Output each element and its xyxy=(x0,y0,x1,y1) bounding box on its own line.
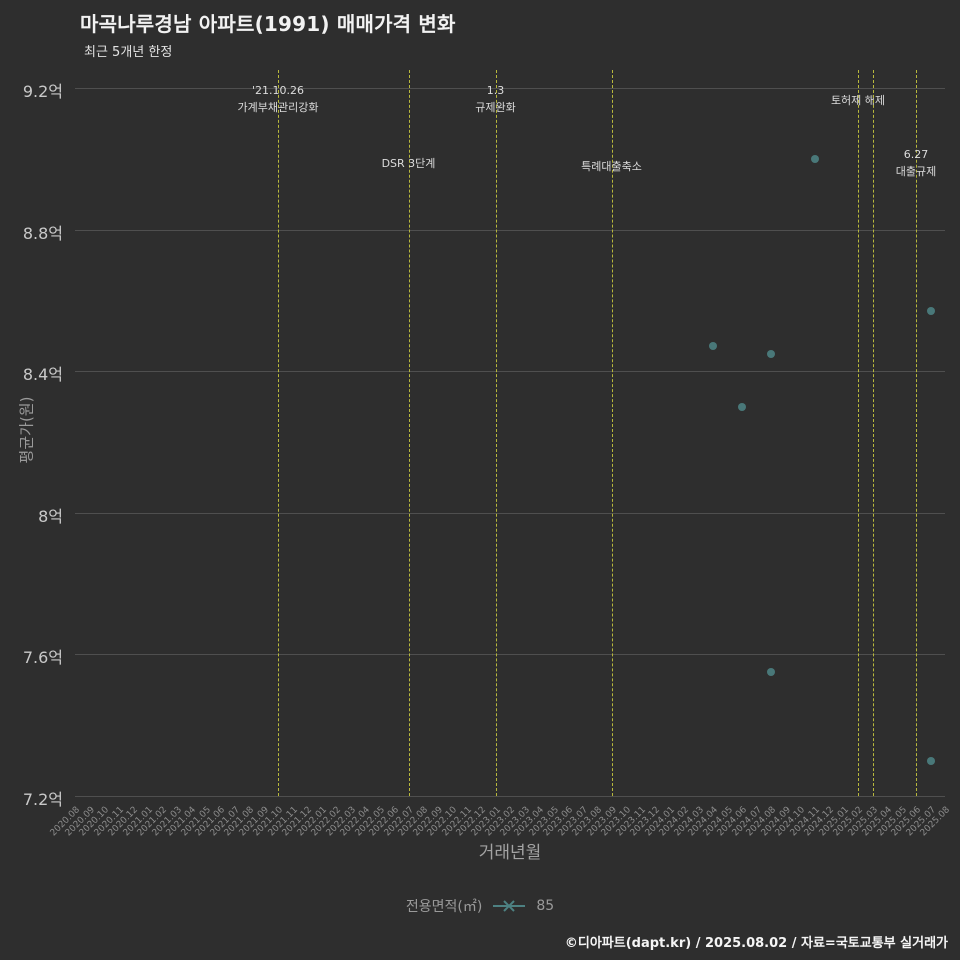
legend-series-name: 85 xyxy=(536,898,555,914)
data-point[interactable] xyxy=(810,154,819,163)
event-annotation: 가계부채관리강화 xyxy=(237,101,319,114)
event-marker-line xyxy=(495,70,497,796)
event-annotation: DSR 3단계 xyxy=(381,157,436,170)
page-subtitle: 최근 5개년 한정 xyxy=(84,45,173,60)
event-marker-line xyxy=(611,70,613,796)
event-annotation: 대출규제 xyxy=(895,165,937,178)
grid-line xyxy=(75,796,945,797)
event-marker-line xyxy=(278,70,279,796)
y-tick-label: 8억 xyxy=(38,506,63,526)
grid-line xyxy=(75,654,945,656)
legend-line-marker-icon xyxy=(493,900,526,912)
grid-line xyxy=(75,371,945,373)
page-title: 마곡나루경남 아파트(1991) 매매가격 변화 xyxy=(80,12,456,36)
data-point[interactable] xyxy=(767,668,775,677)
data-point[interactable] xyxy=(738,402,746,411)
event-annotation: 규제완화 xyxy=(475,101,516,114)
y-tick-label: 8.8억 xyxy=(22,223,63,243)
event-marker-line xyxy=(916,70,917,796)
event-marker-line xyxy=(408,70,410,796)
grid-line xyxy=(75,229,945,231)
event-annotation: 토허제 해제 xyxy=(830,94,886,107)
event-annotation: 1.3 xyxy=(486,84,505,97)
event-annotation: '21.10.26 xyxy=(251,84,304,97)
y-tick-label: 7.2억 xyxy=(22,790,63,809)
y-tick-label: 8.4억 xyxy=(22,365,63,385)
grid-line xyxy=(75,512,945,514)
data-point[interactable] xyxy=(926,756,935,765)
x-axis-title: 거래년월 xyxy=(478,843,542,863)
grid-line xyxy=(75,88,945,89)
y-tick-label: 7.6억 xyxy=(22,648,63,668)
event-annotation: 6.27 xyxy=(903,148,929,161)
data-point[interactable] xyxy=(767,349,775,358)
y-tick-label: 9.2억 xyxy=(22,82,63,101)
data-point[interactable] xyxy=(926,307,935,316)
event-annotation: 특례대출축소 xyxy=(581,160,642,173)
legend-label: 전용면적(㎡) xyxy=(405,899,483,915)
footer-credit: ©디아파트(dapt.kr) / 2025.08.02 / 자료=국토교통부 실… xyxy=(564,936,948,951)
data-point[interactable] xyxy=(709,342,717,351)
legend[interactable]: 전용면적(㎡) 85 xyxy=(0,896,960,916)
event-marker-line xyxy=(858,70,859,796)
event-marker-line xyxy=(872,70,874,796)
